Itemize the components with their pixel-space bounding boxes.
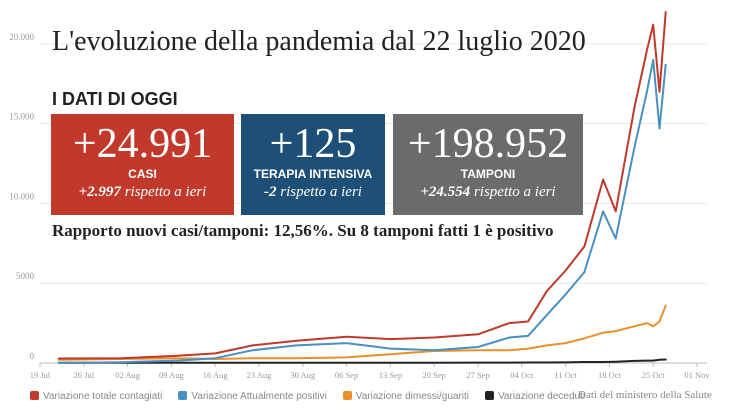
series-line: [57, 304, 667, 361]
tamponi-delta-text: rispetto a ieri: [470, 184, 556, 200]
x-tick-label: 25 Oct: [642, 370, 666, 380]
x-tick-label: 19 Jul: [30, 370, 51, 380]
terapia-intensiva-value: +125: [269, 121, 357, 167]
legend-label: Variazione dimessi/guariti: [355, 391, 469, 402]
x-tick-label: 01 Nov: [684, 370, 710, 380]
series-line: [57, 11, 667, 360]
casi-value: +24.991: [72, 121, 213, 167]
y-tick-label: 10.000: [9, 191, 34, 201]
chart-title: L'evoluzione della pandemia dal 22 lugli…: [52, 26, 586, 57]
terapia-intensiva-delta-value: -2: [264, 184, 277, 200]
y-tick-label: 5000: [16, 271, 35, 281]
tamponi-value: +198.952: [407, 121, 569, 167]
legend-swatch: [30, 391, 39, 400]
legend-label: Variazione Attualmente positivi: [191, 391, 327, 402]
x-tick-label: 18 Oct: [598, 370, 622, 380]
legend-label: Variazione deceduti: [498, 391, 586, 402]
casi-delta-value: +2.997: [78, 184, 121, 200]
legend-swatch: [178, 391, 188, 400]
casi-label: CASI: [128, 167, 157, 181]
x-tick-label: 23 Aug: [247, 370, 273, 380]
legend-item: Variazione Attualmente positivi: [178, 391, 327, 402]
casi-summary-box: +24.991 CASI +2.997 rispetto a ieri: [51, 114, 234, 215]
legend-item: Variazione deceduti: [485, 391, 585, 402]
x-tick-label: 02 Aug: [115, 370, 141, 380]
y-tick-label: 0: [30, 351, 35, 361]
casi-delta: +2.997 rispetto a ieri: [51, 184, 234, 201]
tamponi-delta: +24.554 rispetto a ieri: [393, 184, 583, 201]
legend-swatch: [485, 391, 494, 400]
x-tick-label: 04 Oct: [510, 370, 534, 380]
tamponi-label: TAMPONI: [460, 167, 516, 181]
terapia-intensiva-summary-box: +125 TERAPIA INTENSIVA -2 rispetto a ier…: [241, 114, 385, 215]
y-tick-label: 15.000: [9, 112, 34, 122]
casi-delta-text: rispetto a ieri: [120, 184, 207, 200]
x-tick-label: 30 Aug: [290, 370, 316, 380]
legend-item: Variazione dimessi/guariti: [342, 391, 469, 402]
x-tick-label: 20 Sep: [423, 370, 446, 380]
legend-label: Variazione totale contagiati: [43, 391, 163, 402]
legend-item: Variazione totale contagiati: [30, 391, 162, 402]
terapia-intensiva-delta-text: rispetto a ieri: [276, 184, 362, 200]
x-tick-label: 09 Aug: [159, 370, 185, 380]
terapia-intensiva-label: TERAPIA INTENSIVA: [253, 167, 373, 181]
series-line: [57, 58, 667, 364]
x-tick-label: 27 Sep: [466, 370, 489, 380]
data-source: Dati del ministero della Salute: [578, 389, 712, 401]
rapporto-casi-tamponi: Rapporto nuovi casi/tamponi: 12,56%. Su …: [52, 221, 554, 240]
x-tick-label: 26 Jul: [74, 370, 95, 380]
dati-di-oggi-heading: I DATI DI OGGI: [52, 89, 178, 109]
tamponi-delta-value: +24.554: [420, 184, 471, 200]
x-tick-label: 11 Oct: [554, 370, 577, 380]
tamponi-summary-box: +198.952 TAMPONI +24.554 rispetto a ieri: [393, 114, 583, 215]
chart-legend: Variazione totale contagiati Variazione A…: [30, 391, 601, 402]
x-tick-label: 06 Sep: [335, 370, 358, 380]
x-tick-label: 16 Aug: [203, 370, 229, 380]
y-tick-label: 20.000: [9, 32, 34, 42]
x-tick-label: 13 Sep: [379, 370, 402, 380]
terapia-intensiva-delta: -2 rispetto a ieri: [241, 184, 385, 201]
legend-swatch: [342, 391, 352, 400]
series-line: [57, 358, 667, 364]
